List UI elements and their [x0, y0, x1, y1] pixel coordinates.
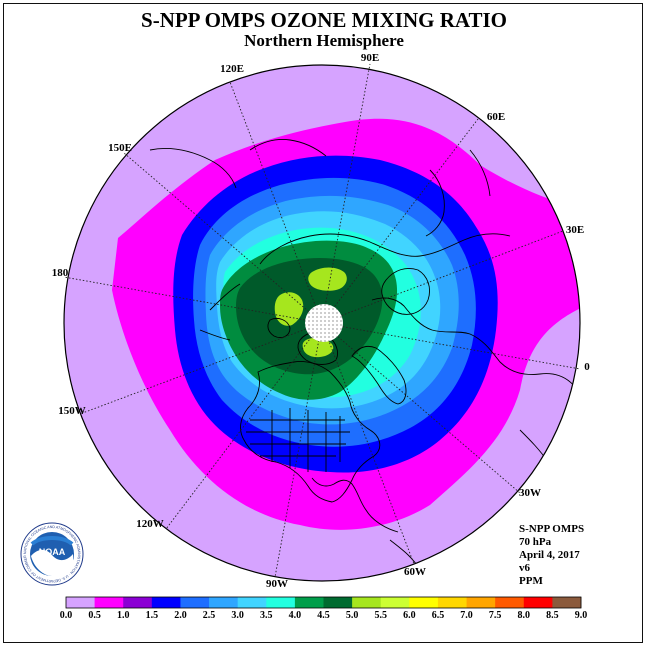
- colorbar-swatch: [237, 597, 267, 608]
- colorbar-tick-label: 3.5: [260, 610, 273, 621]
- colorbar-swatch: [380, 597, 410, 608]
- colorbar-outline: [65, 596, 582, 609]
- colorbar-tick-label: 3.0: [231, 610, 244, 621]
- asia-coast: [259, 233, 511, 265]
- noaa-logo-text: NOAA: [39, 547, 66, 557]
- colorbar-swatch: [209, 597, 239, 608]
- colorbar-tick-label: 5.5: [374, 610, 387, 621]
- colorbar-tick-label: 2.0: [174, 610, 187, 621]
- lon-label-120w: 120W: [136, 518, 164, 530]
- graticule: [63, 63, 581, 578]
- map-title: S-NPP OMPS OZONE MIXING RATIO: [141, 8, 507, 32]
- ozone-band-yellow-green-north: [308, 267, 347, 291]
- colorbar-swatch: [466, 597, 496, 608]
- colorbar-tick-label: 8.0: [518, 610, 531, 621]
- lon-label-150w: 150W: [58, 405, 86, 417]
- lon-label-60e: 60E: [487, 111, 505, 123]
- info-block: S-NPP OMPS 70 hPa April 4, 2017 v6 PPM: [519, 523, 584, 588]
- colorbar-tick-label: 9.0: [575, 610, 588, 621]
- colorbar-tick-label: 7.0: [460, 610, 473, 621]
- meridian-0: [321, 322, 581, 370]
- lon-label-120e: 120E: [220, 63, 244, 75]
- colorbar-swatch: [266, 597, 296, 608]
- colorbar-tick-label: 2.5: [203, 610, 216, 621]
- meridian-120e: [229, 81, 323, 324]
- colorbar-tick-label: 0.0: [60, 610, 73, 621]
- noaa-logo: NOAA NATIONAL OCEANIC AND ATMOSPHERIC AD…: [20, 522, 84, 586]
- info-units: PPM: [519, 575, 543, 587]
- usa-state-grid: [246, 408, 350, 472]
- lon-label-0: 0: [584, 361, 590, 373]
- info-version: v6: [519, 562, 530, 574]
- globe-outline: [63, 64, 581, 582]
- lon-label-180: 180: [52, 267, 69, 279]
- colorbar-swatch: [123, 597, 153, 608]
- colorbar-swatch: [294, 597, 324, 608]
- colorbar-swatch: [437, 597, 467, 608]
- colorbar-swatch: [495, 597, 525, 608]
- coastlines: [149, 139, 577, 581]
- map-subtitle: Northern Hemisphere: [244, 31, 404, 50]
- colorbar-tick-label: 4.0: [289, 610, 302, 621]
- europe-coast: [371, 297, 577, 389]
- colorbar-swatch: [151, 597, 181, 608]
- meridian-150e: [123, 152, 323, 324]
- greenland-coast: [351, 345, 407, 405]
- meridian-120w: [165, 322, 323, 530]
- colorbar-tick-label: 6.0: [403, 610, 416, 621]
- meridian-60e: [321, 118, 479, 324]
- meridian-30e: [321, 230, 564, 324]
- colorbar-tick-label: 1.5: [146, 610, 159, 621]
- meridian-90w: [274, 322, 323, 578]
- bering-coast: [199, 283, 241, 341]
- meridian-30w: [321, 322, 521, 494]
- colorbar-tick-label: 7.5: [489, 610, 502, 621]
- colorbar-tick-label: 8.5: [546, 610, 559, 621]
- info-date: April 4, 2017: [519, 549, 580, 561]
- gulf-coast: [311, 477, 399, 533]
- india-coast: [425, 149, 491, 237]
- lon-label-30w: 30W: [519, 487, 541, 499]
- ozone-band-yellow-green-west: [274, 292, 304, 326]
- info-level: 70 hPa: [519, 536, 552, 548]
- colorbar-tick-label: 1.0: [117, 610, 130, 621]
- north-america-coast: [240, 361, 381, 503]
- scandinavia-coast: [381, 268, 430, 315]
- meridian-180: [63, 276, 323, 324]
- colorbar-tick-label: 5.0: [346, 610, 359, 621]
- colorbar-swatch: [94, 597, 124, 608]
- lon-label-90e: 90E: [361, 52, 379, 64]
- colorbar-tick-label: 4.5: [317, 610, 330, 621]
- colorbar-swatch: [552, 597, 582, 608]
- info-instrument: S-NPP OMPS: [519, 523, 585, 535]
- colorbar-swatch: [523, 597, 553, 608]
- ozone-band-yellow-green-south: [302, 337, 334, 358]
- lon-label-150e: 150E: [108, 142, 132, 154]
- east-asia-coast: [149, 139, 327, 189]
- meridian-60w: [321, 322, 415, 565]
- colorbar-swatch: [352, 597, 382, 608]
- lon-label-30e: 30E: [566, 224, 584, 236]
- lon-label-90w: 90W: [266, 578, 288, 590]
- colorbar-tick-label: 6.5: [432, 610, 445, 621]
- colorbar-swatch: [323, 597, 353, 608]
- lon-label-60w: 60W: [404, 566, 426, 578]
- colorbar-swatch: [409, 597, 439, 608]
- colorbar-tick-label: 0.5: [88, 610, 101, 621]
- meridian-150w: [79, 322, 323, 415]
- colorbar-swatch: [180, 597, 210, 608]
- colorbar-swatch: [66, 597, 96, 608]
- pole-data-gap: [305, 304, 343, 342]
